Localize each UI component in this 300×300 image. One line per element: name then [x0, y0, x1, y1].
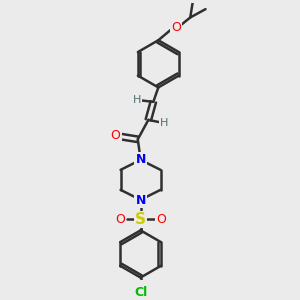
Text: Cl: Cl [134, 286, 147, 299]
Text: H: H [133, 94, 141, 105]
Text: N: N [135, 194, 146, 207]
Text: S: S [135, 212, 146, 227]
Text: N: N [135, 153, 146, 166]
Text: O: O [111, 129, 121, 142]
Text: O: O [171, 21, 181, 34]
Text: H: H [160, 118, 169, 128]
Text: O: O [156, 213, 166, 226]
Text: O: O [115, 213, 125, 226]
